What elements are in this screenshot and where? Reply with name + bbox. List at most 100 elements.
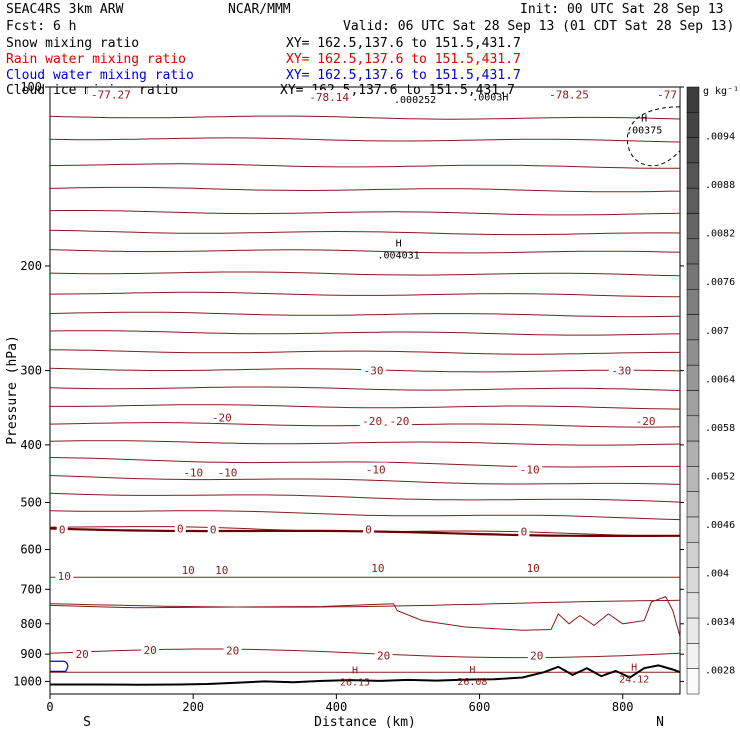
forecast-label: Fcst: 6 h <box>6 19 76 34</box>
extrema-labels: H.00375H.004031.000252.0003HH26.15H26.08… <box>340 93 662 689</box>
isotherm-line <box>49 349 680 355</box>
contour-label: 0 <box>521 526 528 539</box>
extremum-value: 26.08 <box>457 677 487 688</box>
extremum-value: 24.12 <box>619 675 649 686</box>
colorbar-swatch <box>686 364 700 391</box>
contour-label: 10 <box>215 564 228 577</box>
contour-label-bg <box>654 87 680 100</box>
contour-label: -20 <box>362 415 382 428</box>
colorbar: .0094 .0088 .0082 .0076 .007 .0064 .0058 .0052.… <box>686 86 735 695</box>
isotherm-line <box>49 440 681 446</box>
model-label: SEAC4RS 3km ARW <box>6 2 124 17</box>
x-axis: 0 200 400 600 800 <box>46 694 634 714</box>
y-tick-label: 500 <box>20 496 42 510</box>
contour-label-bg <box>223 643 242 656</box>
colorbar-label: .0082 <box>705 229 735 240</box>
contour-label-bg <box>518 524 530 537</box>
colorbar-label: .004 <box>705 569 729 580</box>
extremum-value: .004031 <box>378 251 420 262</box>
colorbar-swatch <box>686 137 700 164</box>
isotherm-line <box>49 229 681 236</box>
contour-label: -10 <box>218 466 238 479</box>
colorbar-swatch <box>686 263 700 290</box>
terrain-layer <box>50 664 681 686</box>
contour-label-bg <box>363 462 389 475</box>
contour-label: -77.27 <box>91 89 131 102</box>
y-tick-label: 100 <box>20 80 42 94</box>
contour-label-bg <box>361 363 387 376</box>
colorbar-label: .0052 <box>705 472 735 483</box>
contour-label: -20 <box>636 415 656 428</box>
isotherm-line <box>50 404 681 410</box>
contour-label-bg <box>527 648 546 661</box>
colorbar-label: .0046 <box>705 520 735 531</box>
extremum-value: .00375 <box>626 126 662 137</box>
colorbar-swatch <box>686 162 700 189</box>
contour-labels: -77.27 -78.14 -78.25 -77 -30 -30 -20 -20 -20 -20 -… <box>55 87 680 663</box>
contour-label-bg <box>374 648 393 661</box>
colorbar-swatch <box>686 213 700 240</box>
north-end-label: N <box>656 715 664 730</box>
contour-label: 20 <box>530 650 543 663</box>
isotherm-line <box>49 271 681 277</box>
colorbar-unit: g kg⁻¹ <box>703 86 739 97</box>
contour-label: -78.25 <box>549 89 589 102</box>
extremum-value: 26.15 <box>340 677 370 688</box>
isotherm-line <box>49 115 681 120</box>
colorbar-swatch <box>686 516 700 543</box>
y-tick-label: 800 <box>20 617 42 631</box>
extremum-value: .000252 <box>394 95 436 106</box>
isotherm-line <box>49 510 681 521</box>
colorbar-swatch <box>686 390 700 417</box>
x-tick-label: 200 <box>182 700 204 714</box>
colorbar-swatch <box>686 314 700 341</box>
x-tick-label: 600 <box>469 700 491 714</box>
extremum-value: .0003H <box>472 93 508 104</box>
contour-label-bg <box>209 410 235 423</box>
contour-label: 10 <box>527 562 540 575</box>
contour-label: 0 <box>365 523 372 536</box>
isotherm-line <box>49 249 681 254</box>
contour-label-bg <box>73 647 92 660</box>
isotherm-line <box>49 475 681 485</box>
contour-label: -10 <box>366 464 386 477</box>
field-xy-rain: XY= 162.5,137.6 to 151.5,431.7 <box>286 52 521 67</box>
x-tick-label: 0 <box>46 700 53 714</box>
contour-label-bg <box>207 522 219 535</box>
terrain-line <box>50 664 681 686</box>
contour-label-bg <box>179 563 198 576</box>
y-tick-label: 700 <box>20 582 42 596</box>
colorbar-swatch <box>686 592 700 619</box>
isotherm-line <box>49 137 681 143</box>
contour-label-bg <box>215 465 240 478</box>
boundary-layer-contour <box>49 595 681 637</box>
contour-label: -77 <box>657 89 677 102</box>
plot-frame <box>49 86 681 695</box>
y-axis-title: Pressure (hPa) <box>5 335 20 445</box>
colorbar-swatch <box>686 112 700 138</box>
colorbar-label: .0094 <box>705 132 735 143</box>
field-name-rain: Rain water mixing ratio <box>6 52 186 67</box>
init-label: Init: 00 UTC Sat 28 Sep 13 <box>520 2 724 17</box>
contour-label: -20 <box>389 415 409 428</box>
contour-label: -10 <box>183 466 203 479</box>
contour-label-bg <box>180 465 206 478</box>
y-tick-label: 900 <box>20 647 42 661</box>
x-tick-label: 800 <box>612 700 634 714</box>
extremum-mark: H <box>352 665 358 676</box>
colorbar-swatch <box>686 238 700 265</box>
colorbar-swatch <box>686 466 700 492</box>
contour-label: 0 <box>59 523 66 536</box>
field-xy-cloud-water: XY= 162.5,137.6 to 151.5,431.7 <box>286 68 521 83</box>
colorbar-label: .0058 <box>705 423 735 434</box>
contour-label-bg <box>55 569 74 582</box>
extremum-mark: H <box>641 114 647 125</box>
contour-label: -30 <box>611 365 631 378</box>
contour-label: 10 <box>371 562 384 575</box>
contour-label-bg <box>368 561 387 574</box>
isotherm-line <box>49 386 681 391</box>
y-tick-label: 1000 <box>13 674 42 688</box>
extremum-mark: H <box>396 239 402 250</box>
isotherm-line <box>49 457 680 468</box>
contour-label-bg <box>56 522 68 535</box>
